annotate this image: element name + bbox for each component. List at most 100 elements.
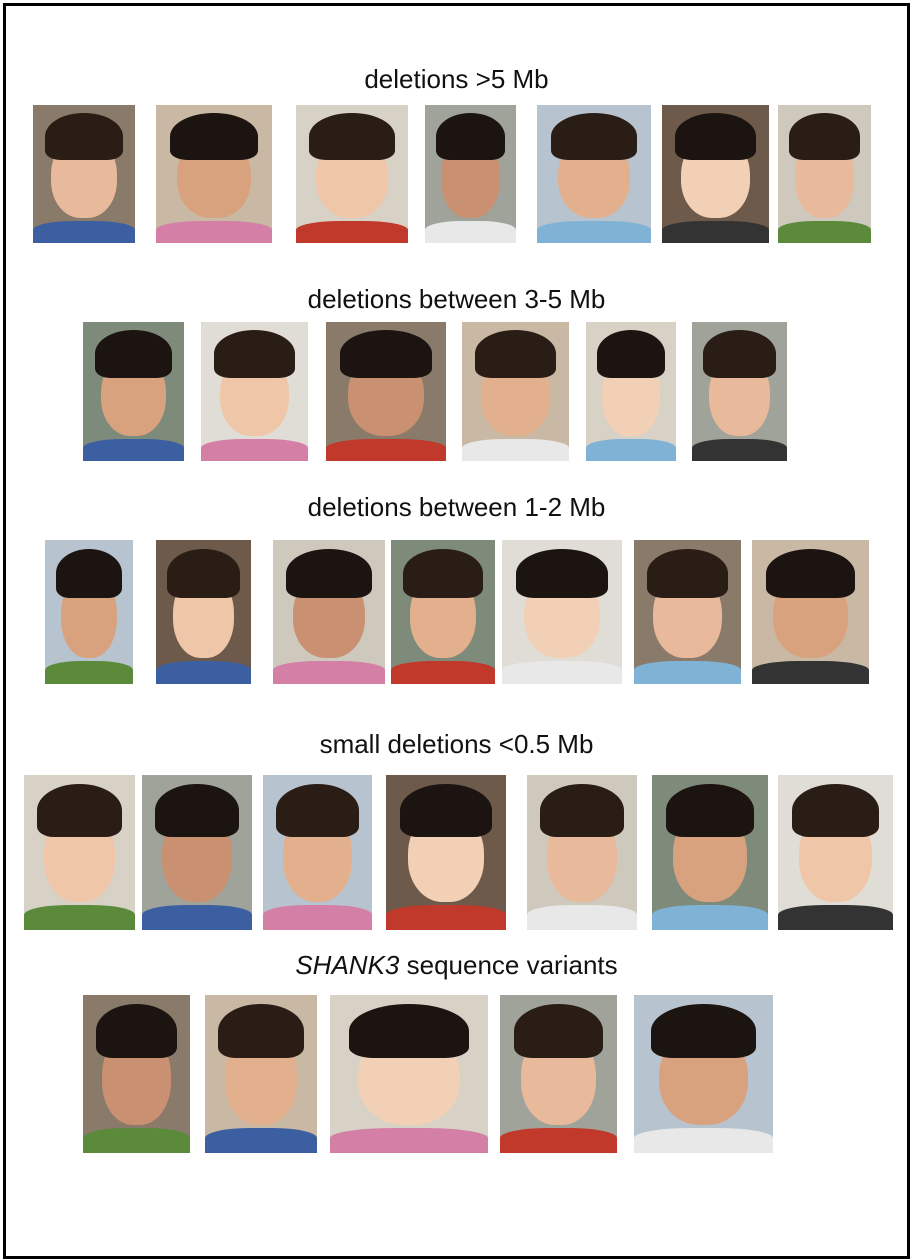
hair: [474, 330, 557, 378]
clothing: [156, 660, 251, 684]
hair: [286, 548, 372, 598]
portrait-photo: [326, 322, 446, 461]
clothing: [205, 1127, 317, 1153]
portrait-photo: [634, 995, 773, 1153]
portrait-photo: [33, 105, 135, 243]
portrait-photo: [205, 995, 317, 1153]
clothing: [500, 1127, 617, 1153]
hair: [213, 330, 296, 378]
portrait-photo: [778, 105, 871, 243]
hair: [674, 113, 757, 161]
hair: [791, 784, 880, 837]
clothing: [45, 660, 133, 684]
hair: [550, 113, 638, 161]
section-title-shank3: SHANK3 sequence variants: [0, 950, 913, 981]
portrait-photo: [45, 540, 133, 684]
portrait-photo: [500, 995, 617, 1153]
hair: [514, 1004, 603, 1059]
portrait-photo: [692, 322, 787, 461]
hair: [340, 330, 432, 378]
title-rest: sequence variants: [399, 950, 618, 980]
hair: [45, 113, 123, 161]
hair: [155, 784, 239, 837]
clothing: [391, 660, 495, 684]
portrait-photo: [652, 775, 768, 930]
clothing: [634, 1127, 773, 1153]
portrait-photo: [330, 995, 488, 1153]
hair: [516, 548, 608, 598]
hair: [276, 784, 359, 837]
portrait-photo: [502, 540, 622, 684]
hair: [703, 330, 776, 378]
portrait-photo: [24, 775, 135, 930]
hair: [665, 784, 755, 837]
portrait-photo: [273, 540, 385, 684]
portrait-photo: [778, 775, 893, 930]
clothing: [156, 220, 272, 243]
clothing: [425, 220, 516, 243]
hair: [596, 330, 666, 378]
clothing: [778, 220, 871, 243]
hair: [650, 1004, 757, 1059]
hair: [167, 548, 240, 598]
clothing: [537, 220, 651, 243]
clothing: [778, 905, 893, 930]
clothing: [24, 905, 135, 930]
portrait-photo: [527, 775, 637, 930]
portrait-photo: [156, 105, 272, 243]
hair: [95, 1004, 178, 1059]
portrait-photo: [83, 322, 184, 461]
portrait-photo: [142, 775, 252, 930]
clothing: [386, 905, 506, 930]
hair: [309, 113, 395, 161]
clothing: [652, 905, 768, 930]
hair: [348, 1004, 470, 1059]
portrait-photo: [156, 540, 251, 684]
hair: [218, 1004, 304, 1059]
clothing: [330, 1127, 488, 1153]
section-title-under-0-5mb: small deletions <0.5 Mb: [319, 729, 594, 759]
clothing: [752, 660, 869, 684]
section-title-3-5mb: deletions between 3-5 Mb: [307, 284, 606, 314]
clothing: [527, 905, 637, 930]
hair: [646, 548, 729, 598]
hair: [540, 784, 624, 837]
gene-name: SHANK3: [295, 950, 400, 980]
portrait-photo: [391, 540, 495, 684]
hair: [400, 784, 492, 837]
hair: [403, 548, 483, 598]
clothing: [634, 660, 741, 684]
portrait-photo: [201, 322, 308, 461]
hair: [169, 113, 259, 161]
hair: [55, 548, 123, 598]
clothing: [586, 438, 676, 461]
hair: [95, 330, 172, 378]
portrait-photo: [263, 775, 372, 930]
clothing: [326, 438, 446, 461]
clothing: [83, 438, 184, 461]
clothing: [296, 220, 408, 243]
portrait-photo: [634, 540, 741, 684]
portrait-photo: [537, 105, 651, 243]
clothing: [692, 438, 787, 461]
hair: [789, 113, 860, 161]
clothing: [273, 660, 385, 684]
clothing: [83, 1127, 190, 1153]
portrait-photo: [425, 105, 516, 243]
portrait-photo: [296, 105, 408, 243]
clothing: [33, 220, 135, 243]
hair: [37, 784, 122, 837]
section-title-1-2mb: deletions between 1-2 Mb: [307, 492, 606, 522]
portrait-photo: [462, 322, 569, 461]
clothing: [662, 220, 769, 243]
section-title-over-5mb: deletions >5 Mb: [364, 64, 549, 94]
clothing: [462, 438, 569, 461]
portrait-photo: [83, 995, 190, 1153]
hair: [435, 113, 506, 161]
portrait-photo: [586, 322, 676, 461]
clothing: [263, 905, 372, 930]
clothing: [142, 905, 252, 930]
portrait-photo: [752, 540, 869, 684]
portrait-photo: [662, 105, 769, 243]
hair: [766, 548, 855, 598]
